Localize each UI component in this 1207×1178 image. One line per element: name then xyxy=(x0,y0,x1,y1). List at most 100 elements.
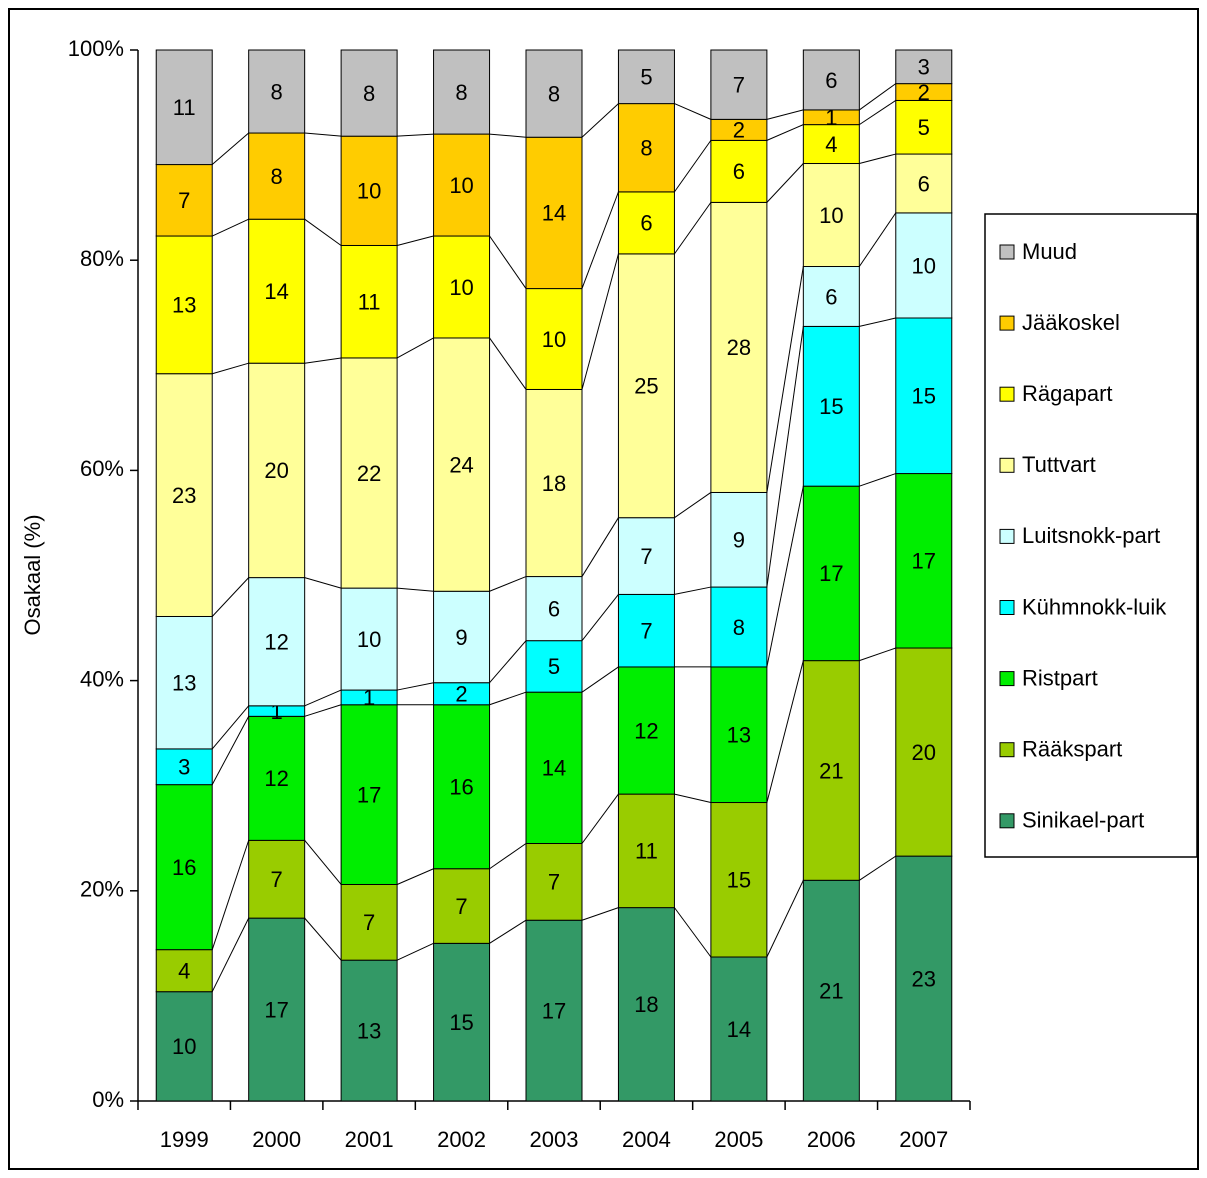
series-line xyxy=(766,109,804,120)
bar-segment xyxy=(617,49,675,105)
bar-segment xyxy=(340,357,398,589)
legend-swatch xyxy=(999,742,1015,758)
legend-frame xyxy=(984,213,1198,858)
data-label: 17 xyxy=(542,998,566,1023)
legend-swatch xyxy=(999,813,1015,829)
data-label: 10 xyxy=(449,173,473,198)
bar-segment xyxy=(617,517,675,595)
legend-label: Rägapart xyxy=(1022,381,1113,406)
bar-segment xyxy=(155,49,213,166)
legend-swatch xyxy=(999,600,1015,615)
data-label: 16 xyxy=(172,855,196,880)
bar-segment xyxy=(617,191,675,255)
bar-segment xyxy=(340,704,398,885)
bar-segment xyxy=(525,288,583,390)
bar-segment xyxy=(340,49,398,137)
bar-segment xyxy=(433,337,491,592)
data-label: 6 xyxy=(825,68,837,93)
series-line xyxy=(859,317,896,327)
data-label: 9 xyxy=(733,528,745,553)
legend-swatch xyxy=(999,244,1015,260)
bar-segment xyxy=(525,691,583,845)
bar-segment xyxy=(802,660,860,881)
bar-segment xyxy=(710,49,768,120)
series-line xyxy=(766,486,804,668)
data-label: 2 xyxy=(455,682,467,707)
series-line xyxy=(859,855,897,881)
bar-segment xyxy=(617,593,675,668)
series-line xyxy=(489,576,527,592)
bar-segment xyxy=(155,748,213,786)
series-line xyxy=(581,103,619,138)
data-label: 7 xyxy=(271,867,283,892)
legend-swatch xyxy=(999,528,1015,544)
x-tick-label: 1999 xyxy=(160,1127,209,1152)
bar-segment xyxy=(433,49,491,135)
bar-segment xyxy=(248,362,306,579)
data-label: 6 xyxy=(918,171,930,196)
series-line xyxy=(304,357,342,364)
bar-segment xyxy=(525,919,583,1102)
data-label: 23 xyxy=(912,966,936,991)
bar-segment xyxy=(895,153,953,214)
series-line xyxy=(674,202,712,255)
y-tick-label: 40% xyxy=(80,666,124,691)
series-line xyxy=(489,919,527,944)
bar-segment xyxy=(617,666,675,795)
series-line xyxy=(581,793,619,844)
data-label: 10 xyxy=(357,179,381,204)
data-label: 8 xyxy=(271,164,283,189)
bar-segment xyxy=(248,715,306,841)
bar-segment xyxy=(525,388,583,578)
series-line xyxy=(489,337,527,390)
data-label: 15 xyxy=(449,1010,473,1035)
data-label: 2 xyxy=(733,118,745,143)
series-line xyxy=(674,793,712,804)
series-line xyxy=(211,577,250,617)
series-line xyxy=(674,103,712,120)
series-line xyxy=(489,133,527,138)
data-label: 10 xyxy=(357,627,381,652)
series-line xyxy=(766,326,804,588)
legend-swatch xyxy=(999,386,1015,402)
series-line xyxy=(766,880,804,958)
data-label: 10 xyxy=(542,327,566,352)
bar-segment xyxy=(248,917,306,1102)
legend-label: Jääkoskel xyxy=(1022,310,1120,335)
data-label: 7 xyxy=(640,544,652,569)
data-label: 24 xyxy=(449,452,473,477)
legend-label: Sinikael-part xyxy=(1022,808,1144,833)
series-line xyxy=(581,191,619,289)
bar-segment xyxy=(895,647,953,857)
data-label: 17 xyxy=(264,997,288,1022)
x-tick-label: 2001 xyxy=(345,1127,394,1152)
series-line xyxy=(397,133,434,137)
data-label: 17 xyxy=(819,561,843,586)
x-tick-label: 2004 xyxy=(622,1127,671,1152)
data-label: 6 xyxy=(548,596,560,621)
series-line xyxy=(304,689,342,707)
series-line xyxy=(489,640,527,684)
y-tick-label: 80% xyxy=(80,246,124,271)
bar-segment xyxy=(248,218,306,364)
x-tick-label: 2002 xyxy=(437,1127,486,1152)
bar-segment xyxy=(248,132,306,220)
bar-segment xyxy=(155,615,213,750)
legend-swatch xyxy=(999,457,1015,473)
legend-items: Sinikael-part Rääkspart Ristpart Kühmnokk-l… xyxy=(999,239,1167,833)
series-line xyxy=(766,660,804,803)
series-line xyxy=(581,907,619,921)
data-label: 10 xyxy=(172,1034,196,1059)
series-line xyxy=(397,682,434,691)
series-line xyxy=(581,594,619,641)
bar-segment xyxy=(525,843,583,921)
y-tick-label: 0% xyxy=(92,1087,124,1112)
series-line xyxy=(859,100,897,126)
data-label: 1 xyxy=(825,105,837,130)
data-label: 18 xyxy=(634,992,658,1017)
series-line xyxy=(674,586,711,595)
bar-segment xyxy=(895,855,953,1102)
bar-segment xyxy=(525,49,583,138)
legend-swatch xyxy=(999,315,1015,331)
